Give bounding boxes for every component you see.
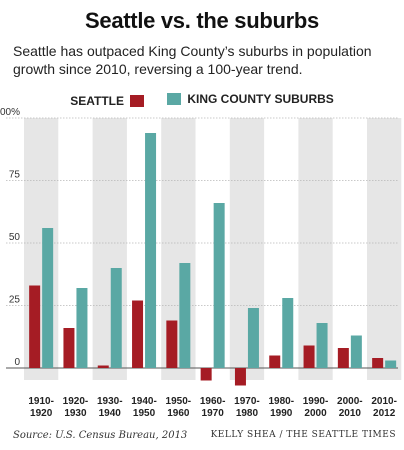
- x-category-label: 1970: [202, 408, 225, 419]
- x-category-label: 1980-: [268, 396, 294, 407]
- column-band: [367, 118, 402, 380]
- x-category-label: 1990-: [303, 396, 329, 407]
- bar-suburbs: [110, 268, 122, 368]
- bar-seattle: [166, 320, 178, 368]
- x-category-label: 2010-: [371, 396, 397, 407]
- bar-suburbs: [76, 288, 88, 368]
- x-category-label: 1940-: [131, 396, 157, 407]
- bar-seattle: [200, 368, 212, 381]
- column-band: [24, 118, 59, 380]
- y-tick-label: 100%: [0, 107, 20, 118]
- x-category-label: 1930: [64, 408, 87, 419]
- legend-swatch-seattle: [129, 95, 144, 107]
- column-band: [298, 118, 333, 380]
- y-tick-label: 0: [14, 357, 20, 368]
- legend-item-seattle: SEATTLE: [70, 94, 150, 108]
- y-tick-label: 50: [9, 232, 21, 243]
- x-category-label: 1970-: [234, 396, 260, 407]
- bar-suburbs: [282, 298, 294, 368]
- bar-suburbs: [42, 228, 54, 368]
- bar-seattle: [372, 358, 384, 368]
- x-category-label: 2000: [304, 408, 327, 419]
- column-band: [229, 118, 265, 380]
- source-note: Source: U.S. Census Bureau, 2013: [13, 430, 188, 441]
- x-category-label: 1950: [133, 408, 156, 419]
- x-category-label: 2012: [373, 408, 396, 419]
- x-category-label: 1960-: [200, 396, 226, 407]
- x-category-label: 1910-: [28, 396, 54, 407]
- bar-suburbs: [350, 335, 362, 368]
- bars: [29, 133, 397, 386]
- bar-seattle: [303, 345, 315, 368]
- x-category-label: 1950-: [166, 396, 192, 407]
- bar-suburbs: [385, 360, 397, 368]
- chart-title: Seattle vs. the suburbs: [85, 8, 319, 33]
- legend-swatch-suburbs: [167, 93, 182, 105]
- x-category-label: 1990: [270, 408, 293, 419]
- legend-item-suburbs: KING COUNTY SUBURBS: [161, 92, 334, 106]
- bar-seattle: [132, 300, 144, 368]
- x-category-label: 2010: [339, 408, 362, 419]
- bar-seattle: [337, 348, 349, 368]
- x-category-label: 1960: [167, 408, 190, 419]
- legend-label-seattle: SEATTLE: [70, 94, 124, 108]
- column-band: [161, 118, 196, 380]
- x-category-label: 1930-: [97, 396, 123, 407]
- bar-suburbs: [316, 323, 328, 368]
- x-category-label: 2000-: [337, 396, 363, 407]
- y-tick-label: 75: [9, 170, 21, 181]
- x-axis-categories: 1910-1920 1920-1930 1930-1940 1940-1950 1950…: [28, 396, 397, 419]
- bar-suburbs: [247, 308, 259, 368]
- x-category-label: 1980: [236, 408, 259, 419]
- bar-seattle: [63, 328, 75, 368]
- bar-seattle: [29, 285, 41, 368]
- chart-subtitle: Seattle has outpaced King County’s subur…: [13, 43, 372, 77]
- bar-seattle: [269, 355, 281, 368]
- legend: SEATTLE KING COUNTY SUBURBS: [0, 92, 404, 108]
- credit-line: KELLY SHEA / THE SEATTLE TIMES: [210, 430, 396, 440]
- x-category-label: 1920: [30, 408, 53, 419]
- bar-seattle: [234, 368, 246, 386]
- y-tick-label: 25: [9, 295, 21, 306]
- legend-label-suburbs: KING COUNTY SUBURBS: [187, 92, 334, 106]
- bar-suburbs: [213, 203, 225, 368]
- bar-suburbs: [145, 133, 157, 368]
- bar-seattle: [97, 365, 109, 368]
- x-category-label: 1920-: [63, 396, 89, 407]
- x-category-label: 1940: [99, 408, 122, 419]
- bar-suburbs: [179, 263, 191, 368]
- column-band: [92, 118, 127, 380]
- y-axis-ticks: 0 25 50 75 100%: [0, 107, 20, 368]
